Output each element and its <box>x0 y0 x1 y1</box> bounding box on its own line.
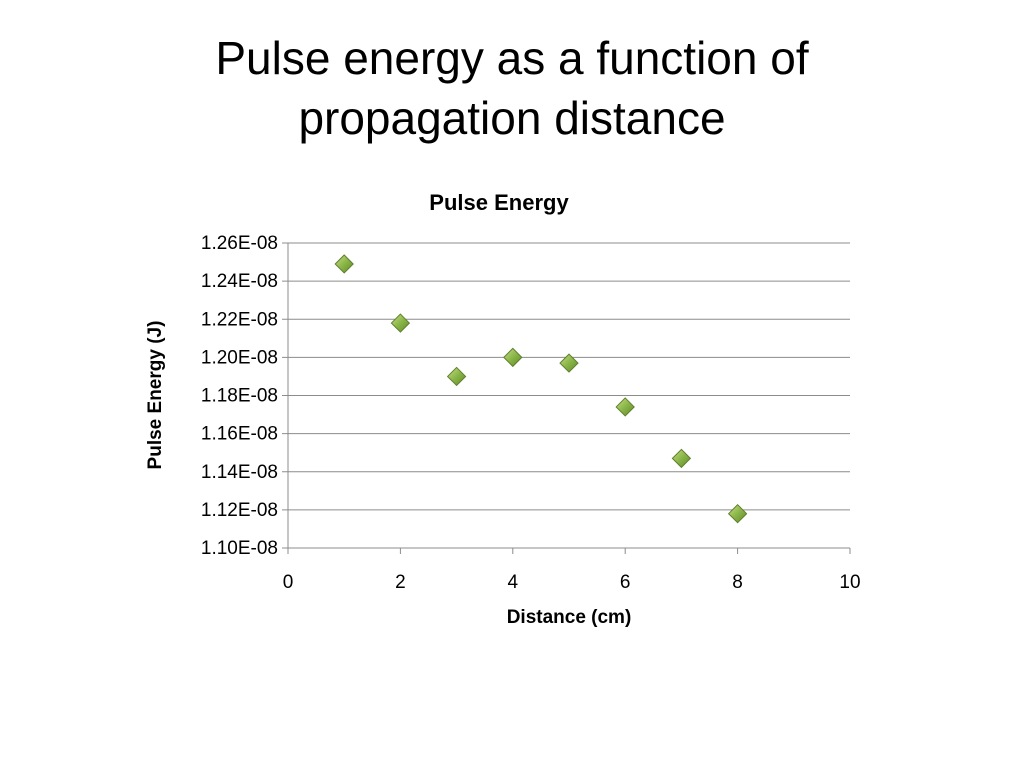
x-tick-label: 6 <box>620 572 631 593</box>
x-tick-labels: 0 2 4 6 8 10 <box>283 572 861 593</box>
y-tick-label: 1.22E-08 <box>201 309 278 330</box>
y-tick-label: 1.20E-08 <box>201 347 278 368</box>
data-point-diamond <box>334 254 354 274</box>
gridlines <box>288 242 850 511</box>
data-point-diamond <box>615 397 635 417</box>
y-tick-label: 1.10E-08 <box>201 538 278 559</box>
y-tick-label: 1.14E-08 <box>201 462 278 483</box>
y-axis-title: Pulse Energy (J) <box>145 321 166 470</box>
y-tick-label: 1.12E-08 <box>201 500 278 521</box>
data-point-diamond <box>503 347 523 368</box>
x-tick-label: 2 <box>395 572 406 593</box>
data-point-diamond <box>727 503 748 524</box>
x-axis-title: Distance (cm) <box>507 607 632 628</box>
data-points <box>334 254 748 524</box>
x-tick-label: 10 <box>839 572 860 593</box>
y-tick-label: 1.18E-08 <box>201 386 278 407</box>
data-point-diamond <box>446 366 467 387</box>
data-point-diamond <box>390 313 411 333</box>
slide-title-line-1: Pulse energy as a function of <box>215 32 809 84</box>
x-tick-label: 8 <box>732 572 743 593</box>
slide-title-line-2: propagation distance <box>298 92 726 144</box>
y-tick-label: 1.24E-08 <box>201 271 278 292</box>
axes <box>282 242 851 554</box>
data-point-diamond <box>671 448 692 469</box>
slide-title: Pulse energy as a function of propagatio… <box>0 28 1024 148</box>
chart-title: Pulse Energy <box>429 190 569 215</box>
data-point-diamond <box>559 353 579 373</box>
y-tick-label: 1.26E-08 <box>201 233 278 254</box>
y-tick-label: 1.16E-08 <box>201 424 278 445</box>
x-tick-label: 4 <box>508 572 519 593</box>
x-tick-label: 0 <box>283 572 294 593</box>
y-tick-labels: 1.10E-08 1.12E-08 1.14E-08 1.16E-08 1.18E-08… <box>201 233 278 559</box>
